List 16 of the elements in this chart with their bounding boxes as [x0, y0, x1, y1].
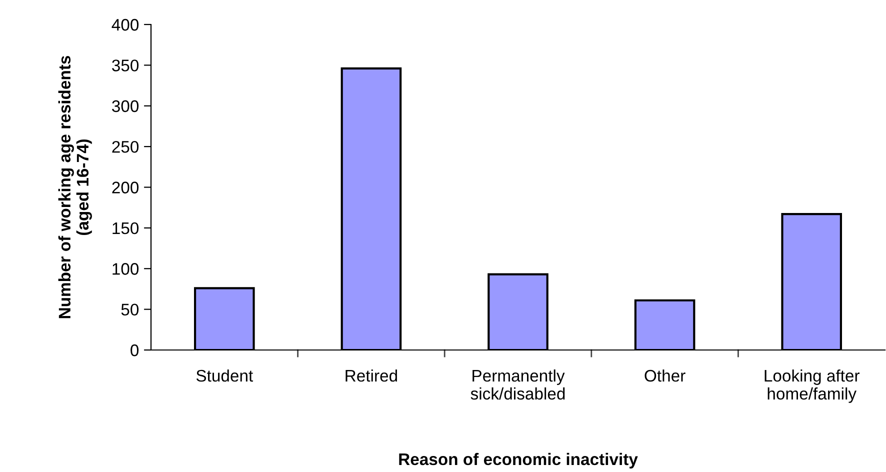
y-tick-label: 300 — [112, 100, 139, 112]
x-tick-label: Student — [196, 369, 254, 382]
y-tick-label: 350 — [112, 60, 139, 72]
y-tick-label: 200 — [112, 182, 139, 194]
y-tick-label: 0 — [130, 344, 139, 356]
x-axis-title: Reason of economic inactivity — [399, 452, 638, 468]
y-tick-label: 50 — [121, 304, 139, 316]
y-tick-label: 250 — [112, 140, 139, 153]
x-tick-label: Other — [644, 369, 686, 382]
y-tick-label: 100 — [112, 263, 139, 275]
y-axis-title: Number of working age residents (aged 16-74) — [58, 56, 92, 318]
x-tick-label: Retired — [346, 369, 397, 382]
x-tick-label: Looking after home/family — [764, 369, 860, 403]
y-tick-label: 400 — [112, 18, 139, 31]
x-tick-label: Permanently sick/disabled — [470, 369, 565, 400]
y-tick-label: 150 — [112, 222, 139, 234]
